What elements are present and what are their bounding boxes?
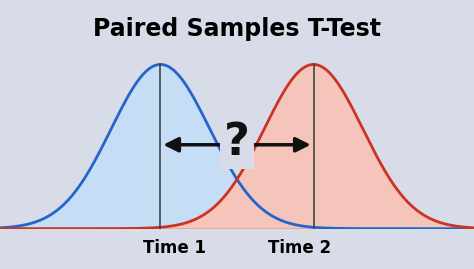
Text: ?: ? xyxy=(224,122,250,164)
Text: Time 2: Time 2 xyxy=(268,239,331,257)
Title: Paired Samples T-Test: Paired Samples T-Test xyxy=(93,17,381,41)
Text: Time 1: Time 1 xyxy=(143,239,206,257)
